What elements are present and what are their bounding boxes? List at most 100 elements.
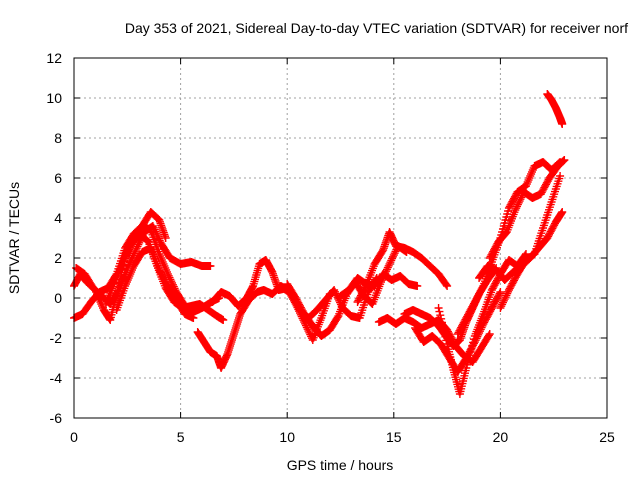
data-point-marker — [131, 246, 140, 254]
data-point-marker — [124, 247, 133, 256]
data-point-marker — [388, 252, 397, 261]
data-point-marker — [331, 289, 340, 298]
x-tick-label: 15 — [386, 429, 402, 445]
plot-frame — [73, 57, 608, 419]
x-axis-label: GPS time / hours — [287, 457, 394, 473]
data-point-marker — [389, 251, 398, 259]
data-point-marker — [504, 287, 513, 296]
data-point-marker — [219, 316, 228, 324]
data-point-marker — [478, 283, 487, 292]
data-point-marker — [388, 254, 397, 263]
data-point-marker — [560, 156, 569, 164]
series-track-6 — [193, 282, 292, 372]
series-track-17 — [485, 156, 569, 262]
data-point-marker — [119, 258, 128, 266]
data-point-marker — [161, 234, 170, 242]
data-point-marker — [387, 256, 396, 265]
data-point-marker — [513, 202, 522, 211]
y-tick-label: 4 — [54, 210, 62, 226]
data-point-marker — [163, 270, 172, 278]
data-point-marker — [503, 289, 512, 298]
y-tick-label: 12 — [46, 50, 62, 66]
data-point-marker — [154, 234, 163, 243]
data-point-marker — [443, 282, 452, 290]
data-point-marker — [442, 336, 451, 345]
data-point-marker — [132, 244, 141, 253]
data-point-marker — [206, 262, 215, 270]
data-point-marker — [495, 289, 504, 298]
data-point-marker — [134, 240, 143, 249]
data-point-marker — [384, 261, 393, 270]
data-point-marker — [512, 204, 521, 213]
data-point-marker — [155, 236, 164, 245]
data-point-marker — [119, 256, 128, 265]
series-track-11 — [353, 228, 452, 306]
data-point-marker — [498, 300, 507, 309]
data-point-marker — [496, 288, 505, 296]
data-point-marker — [558, 120, 567, 128]
series-track-10 — [336, 270, 422, 300]
y-axis-label: SDTVAR / TECUs — [6, 182, 22, 294]
y-tick-label: 2 — [54, 250, 62, 266]
data-point-marker — [133, 242, 142, 251]
data-point-marker — [302, 323, 311, 332]
data-point-marker — [497, 302, 506, 311]
data-point-marker — [390, 249, 399, 258]
data-point-marker — [301, 321, 310, 330]
data-point-marker — [436, 311, 445, 320]
data-point-marker — [500, 295, 509, 303]
data-point-marker — [361, 283, 370, 292]
data-point-marker — [485, 330, 494, 338]
data-point-marker — [558, 208, 567, 216]
x-tick-label: 0 — [70, 429, 78, 445]
data-point-marker — [501, 293, 510, 302]
data-point-marker — [304, 327, 313, 335]
data-point-marker — [125, 245, 134, 254]
x-tick-label: 20 — [493, 429, 509, 445]
data-point-marker — [122, 250, 131, 259]
x-tick-label: 5 — [177, 429, 185, 445]
data-point-marker — [121, 252, 130, 261]
y-tick-label: 10 — [46, 90, 62, 106]
data-point-marker — [135, 238, 144, 247]
series-track-19 — [475, 208, 567, 284]
data-point-marker — [385, 260, 394, 268]
data-point-marker — [383, 263, 392, 272]
data-point-marker — [502, 291, 511, 300]
y-tick-label: -4 — [50, 370, 63, 386]
data-point-marker — [438, 322, 447, 330]
data-point-marker — [189, 314, 198, 322]
y-tick-label: 8 — [54, 130, 62, 146]
data-point-marker — [330, 286, 339, 294]
data-point-marker — [330, 287, 339, 296]
data-point-marker — [499, 296, 508, 305]
data-point-marker — [513, 200, 522, 209]
data-point-marker — [496, 304, 505, 312]
data-point-marker — [130, 247, 139, 256]
data-point-marker — [442, 280, 451, 289]
data-point-marker — [498, 298, 507, 307]
y-tick-label: 6 — [54, 170, 62, 186]
axis-ticks: 0 5 10 15 20 25 -6 -4 -2 0 2 4 6 8 10 12 — [46, 50, 615, 445]
series-track-5 — [112, 244, 198, 322]
data-point-marker — [511, 206, 520, 214]
data-point-marker — [441, 332, 450, 341]
data-point-marker — [333, 313, 342, 322]
data-point-marker — [125, 243, 134, 252]
data-point-marker — [303, 325, 312, 334]
data-point-marker — [516, 195, 525, 204]
data-point-marker — [382, 265, 391, 274]
y-tick-label: -2 — [50, 330, 63, 346]
data-point-marker — [434, 304, 443, 312]
data-point-marker — [556, 172, 565, 180]
chart-title: Day 353 of 2021, Sidereal Day-to-day VTE… — [125, 20, 628, 36]
data-point-marker — [515, 197, 524, 205]
data-point-marker — [517, 193, 526, 202]
series-track-20 — [543, 90, 567, 128]
data-point-marker — [120, 254, 129, 263]
data-point-marker — [123, 249, 132, 257]
data-point-marker — [386, 258, 395, 267]
y-tick-label: -6 — [50, 410, 63, 426]
y-tick-label: 0 — [54, 290, 62, 306]
